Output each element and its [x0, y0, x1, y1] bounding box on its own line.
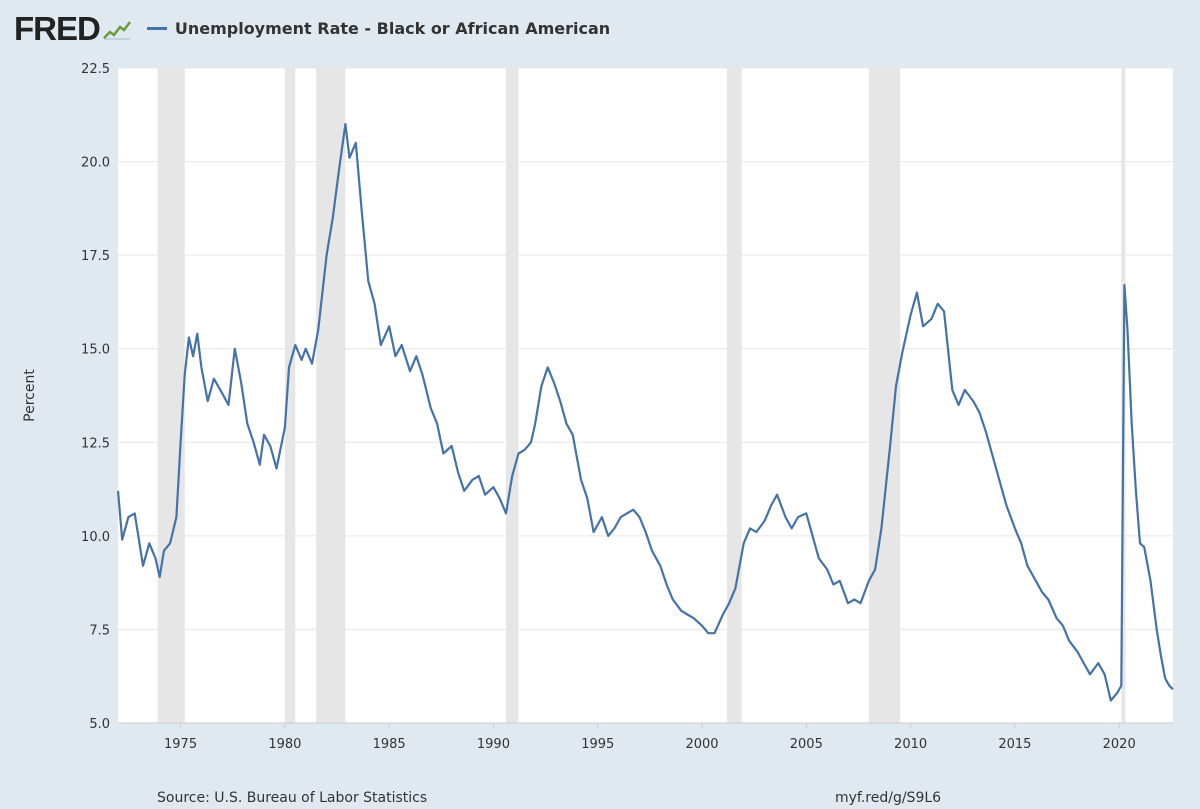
x-tick-label: 2015	[998, 737, 1031, 752]
recession-band	[284, 68, 296, 723]
recession-band	[505, 68, 519, 723]
y-tick-label: 10.0	[81, 530, 110, 545]
y-tick-label: 7.5	[89, 623, 110, 638]
legend-item[interactable]: Unemployment Rate - Black or African Ame…	[146, 18, 611, 38]
recession-band	[316, 68, 346, 723]
chart-link[interactable]: myf.red/g/S9L6	[835, 790, 942, 806]
legend-swatch	[146, 26, 167, 30]
x-tick-label: 2020	[1103, 737, 1136, 752]
recession-band	[727, 68, 742, 723]
x-tick-label: 1985	[373, 737, 406, 752]
plot-area	[118, 68, 1173, 723]
y-tick-label: 15.0	[81, 343, 110, 358]
y-axis-label: Percent	[22, 369, 38, 422]
x-tick-label: 2010	[894, 737, 927, 752]
y-tick-label: 20.0	[81, 156, 110, 171]
trend-line-icon	[102, 19, 131, 41]
x-tick-label: 1980	[268, 737, 301, 752]
header: FRED Unemployment Rate - Black or Africa…	[14, 10, 610, 46]
x-tick-label: 1975	[164, 737, 197, 752]
series-line	[116, 123, 1174, 702]
source-note: Source: U.S. Bureau of Labor Statistics	[157, 790, 428, 806]
x-tick-label: 2000	[685, 737, 718, 752]
y-tick-label: 17.5	[81, 249, 110, 264]
x-tick-label: 2005	[790, 737, 823, 752]
y-tick-label: 5.0	[89, 717, 110, 732]
fred-logo[interactable]: FRED	[14, 9, 101, 47]
y-tick-label: 12.5	[81, 436, 110, 451]
legend-label: Unemployment Rate - Black or African Ame…	[174, 18, 611, 38]
recession-band	[157, 68, 185, 723]
y-tick-label: 22.5	[81, 62, 110, 77]
x-tick-label: 1990	[477, 737, 510, 752]
x-tick-label: 1995	[581, 737, 614, 752]
